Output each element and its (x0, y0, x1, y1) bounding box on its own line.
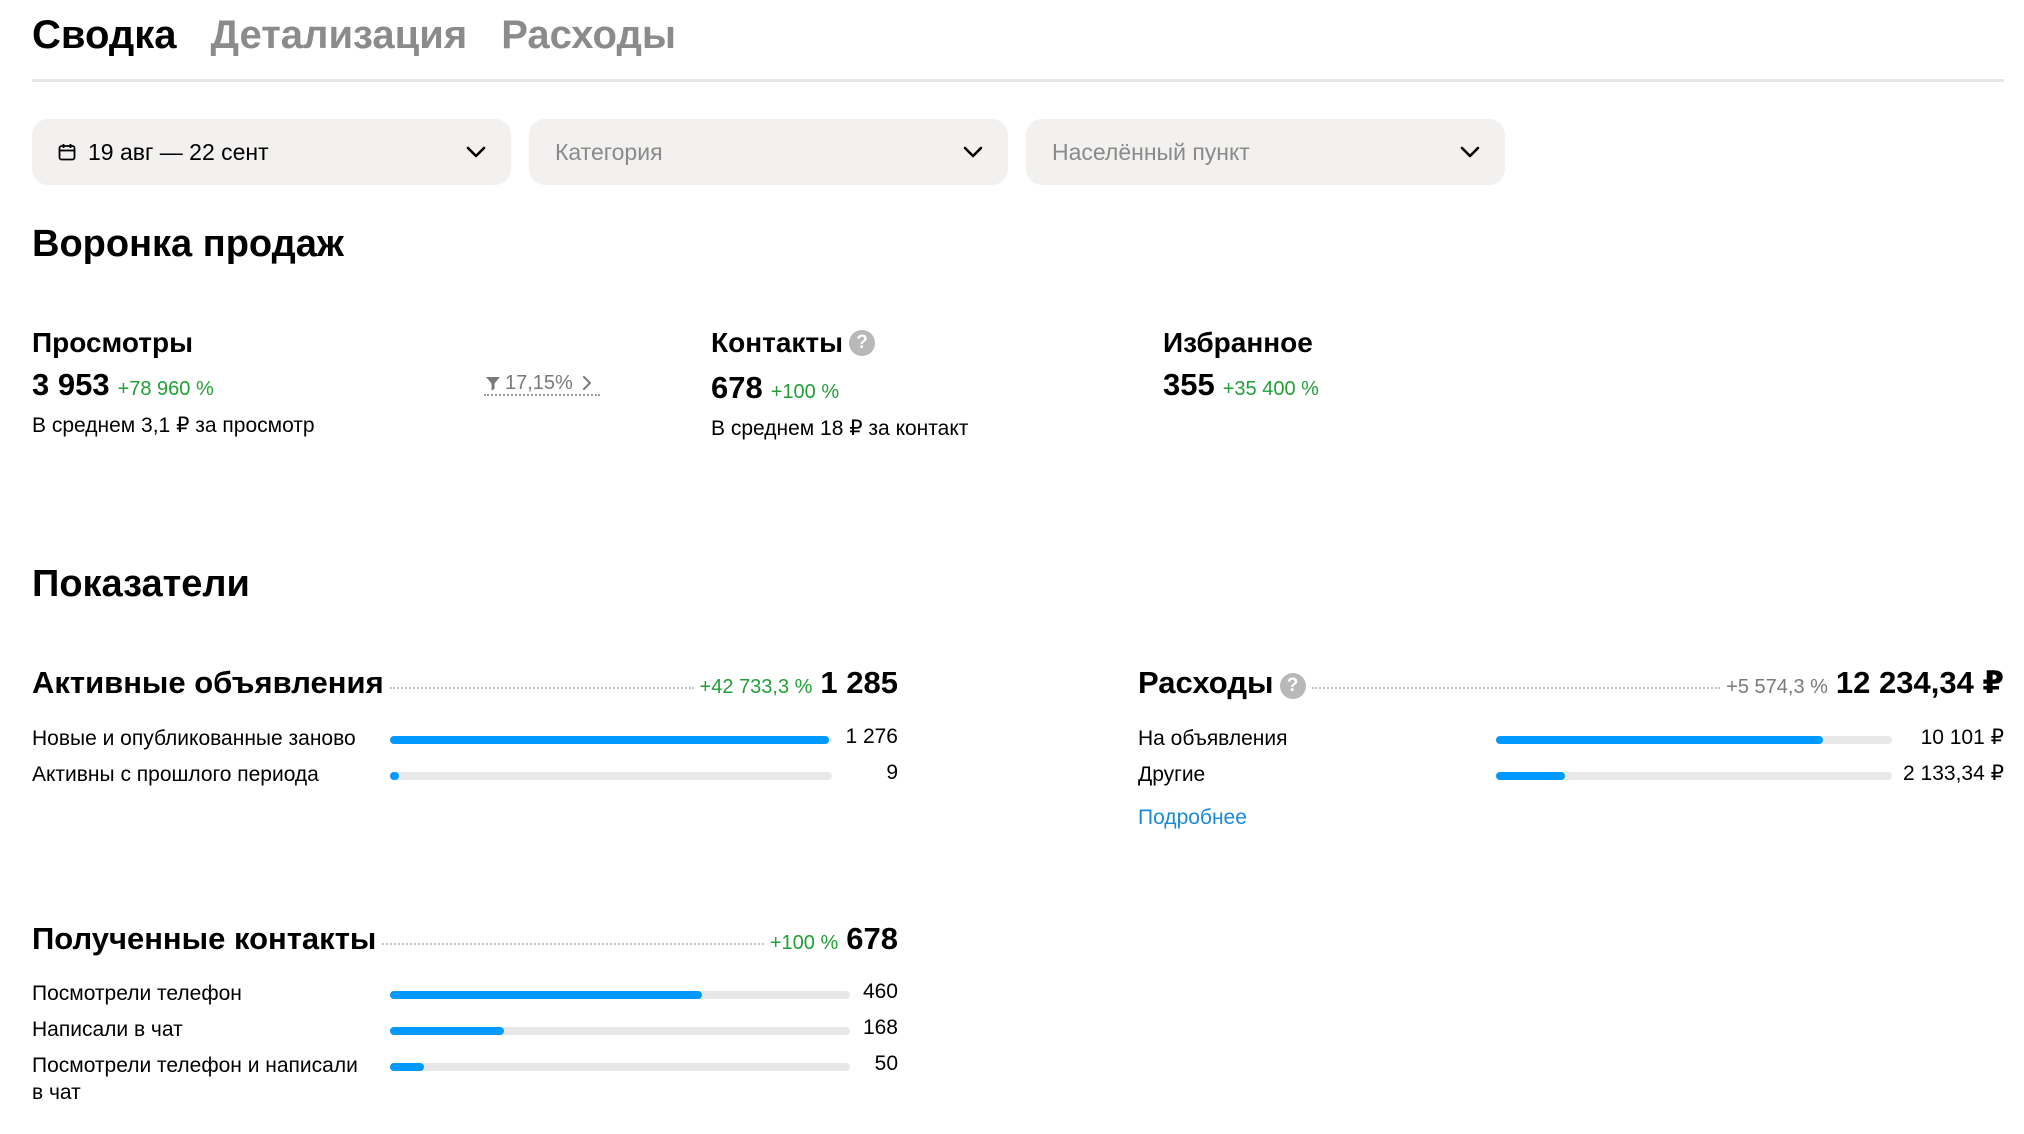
contacts-row-label: Посмотрели телефон (32, 982, 242, 1005)
progress-fill (390, 1027, 505, 1035)
period-value: 19 авг — 22 сент (88, 138, 269, 165)
city-select[interactable]: Населённый пункт (1026, 119, 1505, 185)
funnel-title: Воронка продаж (32, 223, 344, 265)
chevron-down-icon (466, 146, 486, 158)
views-value-group: 3 953 +78 960 % (32, 367, 214, 403)
expenses-row-label: Другие (1138, 763, 1206, 786)
contacts-row-label: Посмотрели телефон и написали в чат (32, 1054, 358, 1104)
details-link[interactable]: Подробнее (1138, 806, 1247, 829)
active-ads-row-value: 9 (886, 761, 898, 784)
contacts-delta: +100 % (770, 381, 840, 403)
category-select[interactable]: Категория (529, 119, 1008, 185)
contacts-label: Контакты (711, 327, 844, 358)
progress-bar (1496, 736, 1892, 744)
tab-details[interactable]: Детализация (210, 13, 468, 57)
favorites-value-group: 355 +35 400 % (1163, 367, 1319, 403)
conversion-value: 17,15% (505, 371, 573, 394)
contacts-row-value: 168 (862, 1016, 898, 1039)
views-average: В среднем 3,1 ₽ за просмотр (32, 414, 315, 437)
active-ads-header: Активные объявления +42 733,3 % 1 285 (32, 665, 898, 709)
active-ads-value: 1 285 (820, 665, 898, 700)
favorites-label: Избранное (1163, 327, 1313, 358)
progress-bar (1496, 772, 1892, 780)
expenses-row-value: 2 133,34 ₽ (1903, 762, 2004, 785)
received-contacts-label: Полученные контакты (32, 921, 377, 956)
active-ads-row-label: Активны с прошлого периода (32, 763, 319, 786)
conversion-link[interactable]: 17,15% (484, 372, 600, 396)
filter-funnel-icon (486, 377, 500, 391)
progress-bar (390, 1027, 850, 1035)
contacts-label-group: Контакты? (711, 327, 876, 359)
tab-expenses[interactable]: Расходы (501, 13, 677, 57)
chevron-right-icon (582, 376, 591, 390)
category-placeholder: Категория (555, 138, 663, 165)
expenses-value: 12 234,34 ₽ (1835, 665, 2004, 700)
tabs-divider (32, 79, 2004, 82)
help-icon[interactable]: ? (849, 329, 876, 356)
received-contacts-delta: +100 % (769, 932, 839, 954)
chevron-down-icon (1460, 146, 1480, 158)
progress-fill (390, 736, 829, 744)
progress-bar (390, 772, 832, 780)
favorites-delta: +35 400 % (1222, 378, 1319, 400)
progress-bar (390, 1063, 850, 1071)
leader-dots (382, 943, 764, 945)
period-select[interactable]: 19 авг — 22 сент (32, 119, 511, 185)
active-ads-row-value: 1 276 (845, 725, 898, 748)
contacts-header: Полученные контакты +100 % 678 (32, 921, 898, 965)
expenses-header: Расходы? +5 574,3 % 12 234,34 ₽ (1138, 665, 2004, 709)
contacts-row-value: 50 (874, 1052, 898, 1075)
indicators-title: Показатели (32, 563, 250, 605)
views-delta: +78 960 % (117, 378, 214, 400)
progress-bar (390, 991, 850, 999)
tab-bar: Сводка Детализация Расходы (32, 12, 676, 58)
views-value: 3 953 (32, 367, 110, 402)
received-contacts-value: 678 (846, 921, 898, 956)
help-icon[interactable]: ? (1279, 673, 1306, 699)
progress-fill (390, 991, 702, 999)
contacts-row-value: 460 (862, 980, 898, 1003)
leader-dots (1311, 687, 1721, 689)
contacts-value-group: 678 +100 % (711, 370, 839, 406)
contacts-average: В среднем 18 ₽ за контакт (711, 417, 969, 440)
active-ads-label: Активные объявления (32, 665, 384, 700)
contacts-row-label: Написали в чат (32, 1018, 183, 1041)
tab-summary[interactable]: Сводка (32, 13, 177, 57)
expenses-row-value: 10 101 ₽ (1920, 726, 2004, 749)
favorites-value: 355 (1163, 367, 1215, 402)
chevron-down-icon (963, 146, 983, 158)
progress-fill (390, 772, 399, 780)
progress-fill (390, 1063, 425, 1071)
active-ads-delta: +42 733,3 % (699, 676, 813, 698)
progress-bar (390, 736, 832, 744)
active-ads-row-label: Новые и опубликованные заново (32, 727, 356, 750)
contacts-value: 678 (711, 370, 763, 405)
progress-fill (1496, 772, 1565, 780)
city-placeholder: Населённый пункт (1052, 138, 1250, 165)
views-label: Просмотры (32, 327, 194, 358)
leader-dots (389, 687, 694, 689)
expenses-delta: +5 574,3 % (1726, 676, 1828, 698)
expenses-row-label: На объявления (1138, 727, 1288, 750)
expenses-label: Расходы (1138, 665, 1274, 700)
calendar-icon (58, 144, 76, 161)
progress-fill (1496, 736, 1824, 744)
